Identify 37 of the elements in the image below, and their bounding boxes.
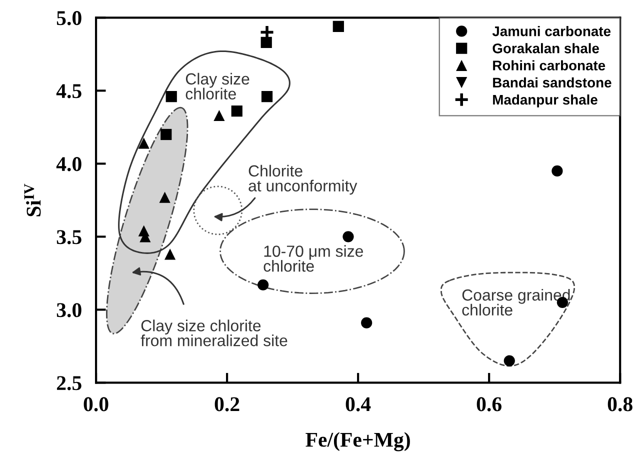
legend-label: Bandai sandstone (493, 77, 612, 88)
point (166, 90, 177, 102)
annotation: Chlorite at unconformity (248, 164, 358, 195)
x-tick-label: 0.0 (84, 397, 108, 412)
y-axis-title: Si$^{IV}$ (24, 184, 41, 216)
x-tick-label: 0.6 (476, 397, 502, 412)
y-tick-label: 3.0 (56, 303, 82, 318)
y-tick-label: 4.0 (56, 157, 82, 172)
point (261, 90, 273, 102)
y-tick-label: 2.5 (56, 376, 82, 390)
point (332, 20, 344, 32)
x-axis-title: Fe/(Fe+Mg) (306, 432, 410, 452)
legend-label: Gorakalan shale (492, 43, 599, 54)
annotation: Clay size chlorite (186, 72, 250, 100)
point (214, 110, 225, 122)
legend-label: Jamuni carbonate (492, 26, 611, 36)
annotation: 10-70 μm size chlorite (264, 245, 364, 272)
annotation: Clay size chlorite from mineralized site (140, 320, 288, 346)
y-tick-label: 4.5 (56, 84, 82, 98)
y-tick-label: 3.5 (56, 230, 82, 244)
legend-label: Rohini carbonate (493, 60, 606, 70)
x-tick-label: 0.4 (346, 397, 371, 412)
point (504, 355, 515, 366)
point (138, 138, 150, 149)
point (361, 317, 372, 328)
legend-label: Madanpur shale (493, 94, 598, 108)
point (260, 36, 272, 48)
point (552, 165, 563, 177)
point (160, 128, 172, 140)
point (164, 248, 176, 260)
point (231, 106, 242, 117)
point (342, 231, 354, 242)
point (258, 279, 269, 290)
y-tick-label: 5.0 (56, 11, 82, 26)
x-tick-label: 0.2 (214, 397, 240, 412)
x-tick-label: 0.8 (608, 397, 632, 412)
point (159, 192, 170, 203)
